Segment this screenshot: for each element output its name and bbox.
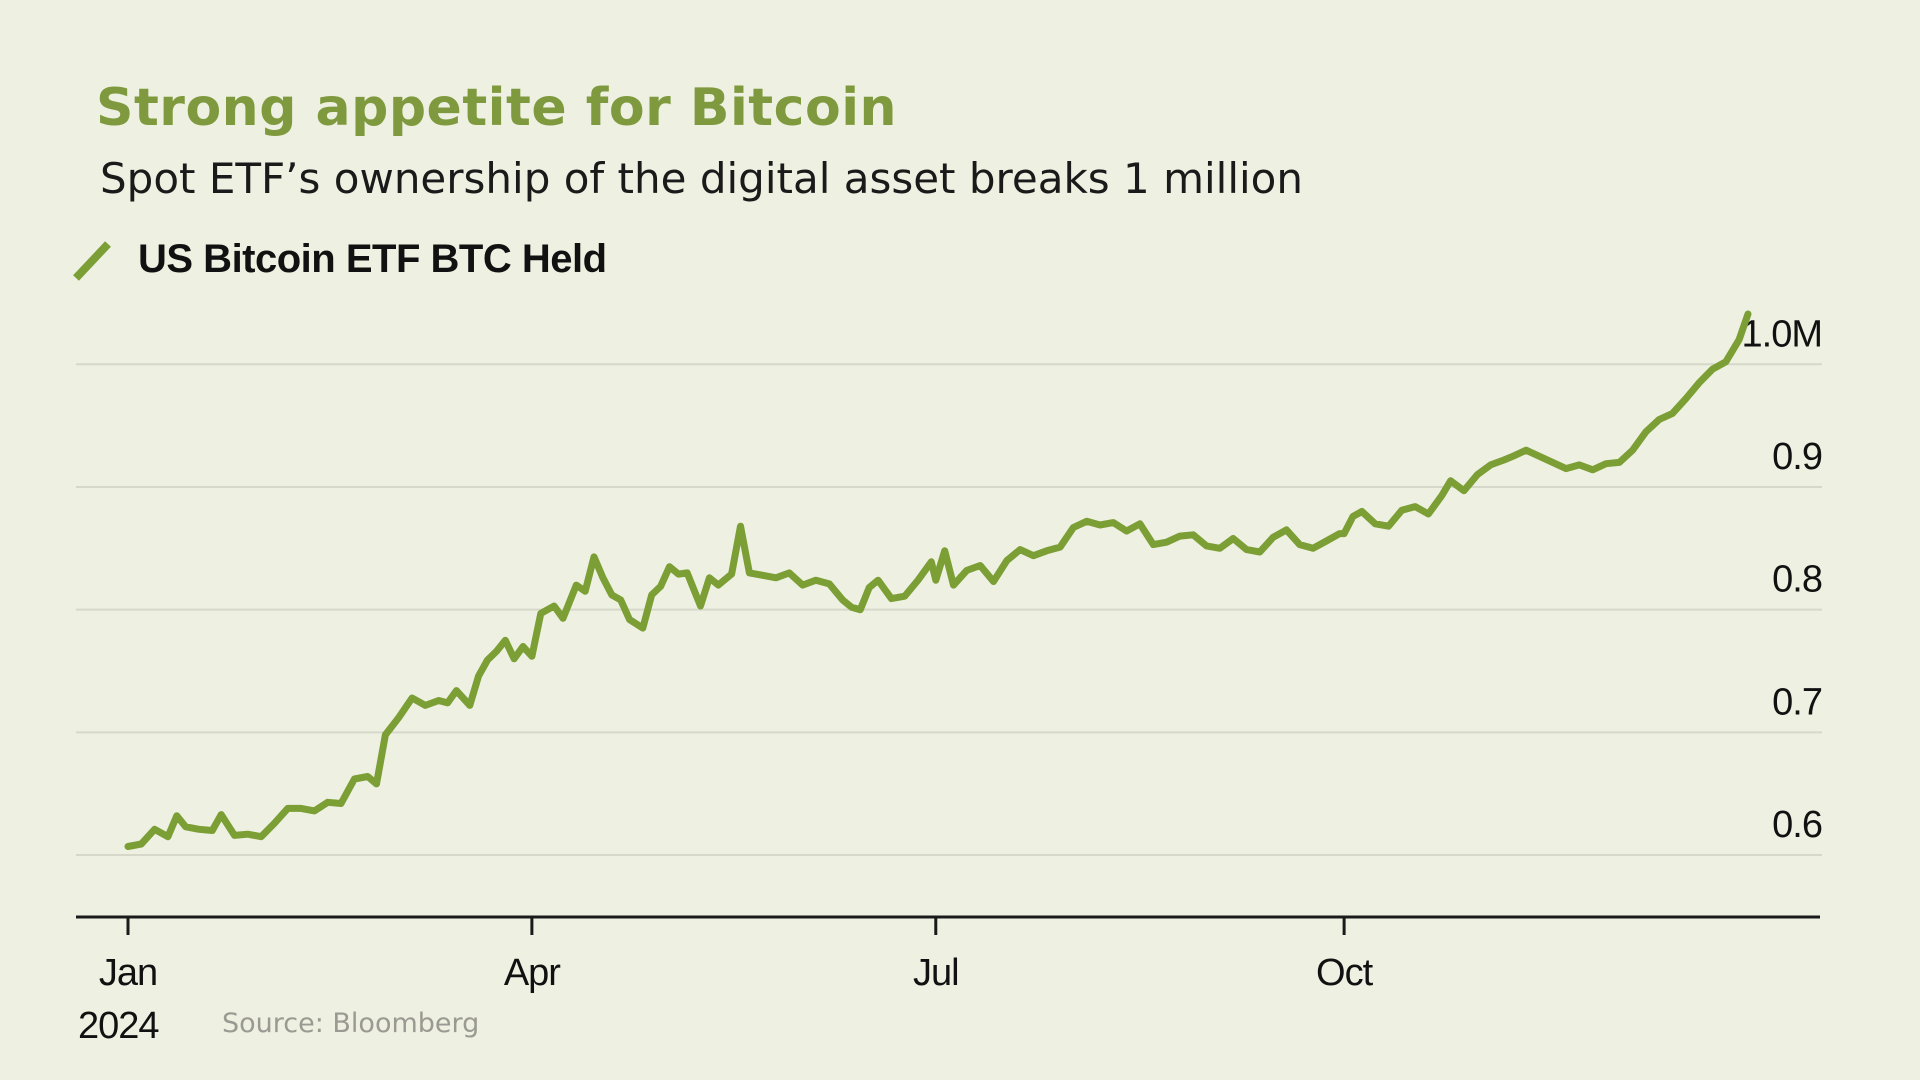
legend: US Bitcoin ETF BTC Held <box>72 234 607 284</box>
chart-subtitle: Spot ETF’s ownership of the digital asse… <box>100 154 1303 203</box>
y-tick-label: 1.0M <box>1742 313 1822 355</box>
gridlines <box>76 363 1822 857</box>
x-year-label: 2024 <box>78 1005 159 1047</box>
x-tick-label: Oct <box>1316 952 1374 994</box>
x-axis: Jan Apr Jul Oct 2024 <box>76 915 1820 1047</box>
series-line <box>124 310 1752 850</box>
y-tick-label: 0.7 <box>1772 681 1822 723</box>
y-tick-label: 0.8 <box>1772 559 1822 601</box>
series-lines <box>124 310 1752 850</box>
y-tick-label: 0.6 <box>1772 804 1822 846</box>
legend-line-swatch-icon <box>73 241 111 281</box>
x-tick-label: Jul <box>913 952 959 994</box>
y-tick-label: 0.9 <box>1772 436 1822 478</box>
x-tick-label: Apr <box>504 952 561 994</box>
y-axis-tick-labels: 0.6 0.7 0.8 0.9 1.0M <box>1742 313 1823 846</box>
source-note: Source: Bloomberg <box>222 1008 480 1039</box>
chart-title: Strong appetite for Bitcoin <box>96 78 898 138</box>
x-tick-label: Jan <box>99 952 157 994</box>
legend-label: US Bitcoin ETF BTC Held <box>138 236 607 281</box>
